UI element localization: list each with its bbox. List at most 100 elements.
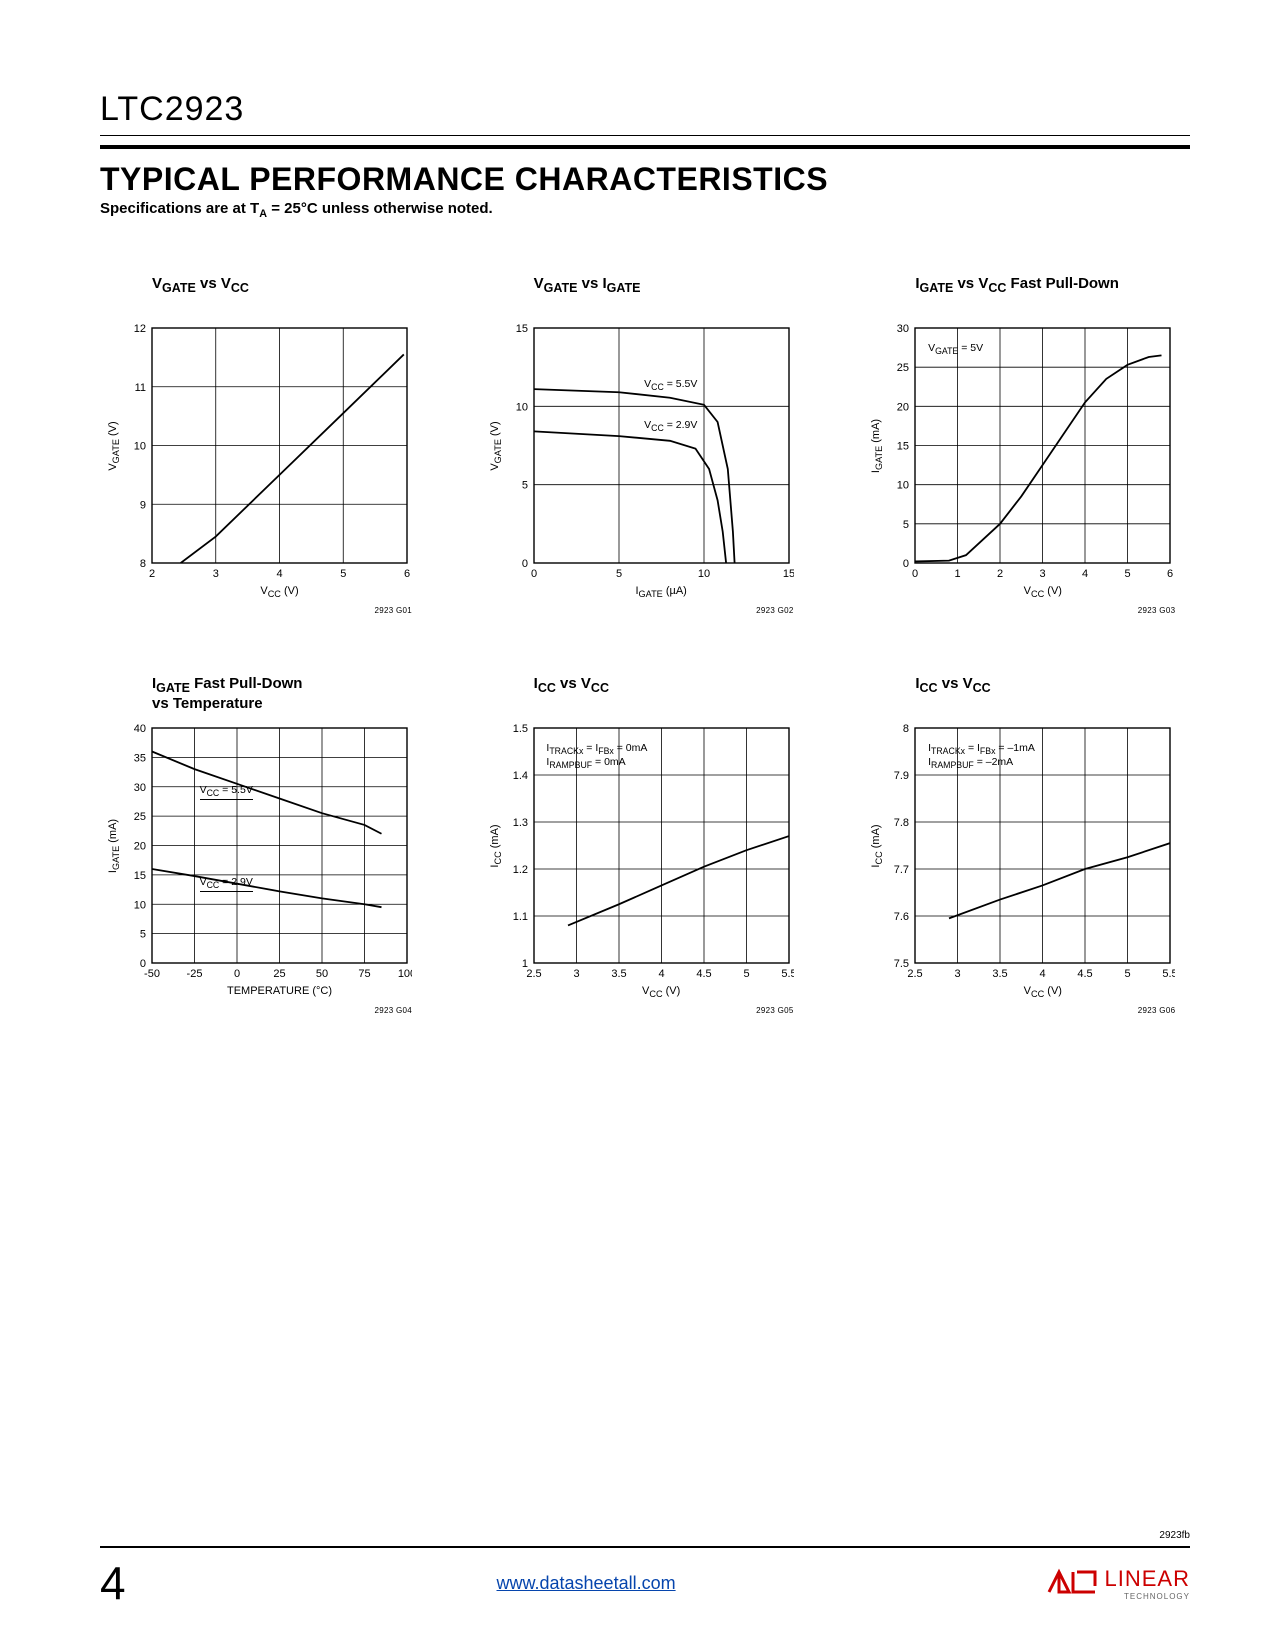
- chart-plot: -50-2502550751000510152025303540: [100, 723, 412, 1003]
- page-number: 4: [100, 1556, 126, 1610]
- footer-rule: [100, 1546, 1190, 1548]
- chart: IGATE Fast Pull-Downvs Temperature-50-25…: [100, 675, 427, 1015]
- svg-text:4.5: 4.5: [1078, 968, 1093, 980]
- chart-title: ICC vs VCC: [915, 675, 1190, 715]
- chart-series: [181, 354, 404, 563]
- svg-text:5: 5: [140, 929, 146, 941]
- svg-text:3.5: 3.5: [993, 968, 1008, 980]
- svg-text:15: 15: [515, 323, 527, 335]
- chart-annotation: VCC = 5.5V: [200, 784, 253, 800]
- svg-text:0: 0: [903, 558, 909, 570]
- chart-plot: 0123456051015202530: [863, 323, 1175, 603]
- svg-text:5: 5: [1125, 568, 1131, 580]
- svg-text:35: 35: [134, 752, 146, 764]
- svg-text:8: 8: [903, 723, 909, 735]
- svg-text:0: 0: [234, 968, 240, 980]
- chart: IGATE vs VCC Fast Pull-Down0123456051015…: [863, 275, 1190, 615]
- chart: VGATE vs IGATE051015051015VCC = 5.5VVCC …: [482, 275, 809, 615]
- spec-note: Specifications are at TA = 25°C unless o…: [100, 200, 1190, 220]
- chart-title: VGATE vs VCC: [152, 275, 427, 315]
- svg-text:5: 5: [1125, 968, 1131, 980]
- svg-text:3: 3: [213, 568, 219, 580]
- svg-text:11: 11: [135, 382, 146, 394]
- svg-text:7.8: 7.8: [894, 817, 909, 829]
- svg-text:25: 25: [897, 362, 909, 374]
- svg-text:2: 2: [997, 568, 1003, 580]
- svg-text:5: 5: [616, 568, 622, 580]
- svg-text:20: 20: [134, 841, 146, 853]
- chart-series: [915, 355, 1162, 561]
- svg-text:0: 0: [522, 558, 528, 570]
- svg-text:5.5: 5.5: [1163, 968, 1176, 980]
- chart-annotation: VCC = 2.9V: [200, 876, 253, 892]
- chart-series: [568, 836, 789, 925]
- svg-text:2: 2: [149, 568, 155, 580]
- svg-text:1: 1: [522, 958, 528, 970]
- svg-text:100: 100: [398, 968, 412, 980]
- svg-text:30: 30: [897, 323, 909, 335]
- chart: ICC vs VCC2.533.544.555.57.57.67.77.87.9…: [863, 675, 1190, 1015]
- chart-id: 2923 G03: [863, 606, 1175, 615]
- footer-link[interactable]: www.datasheetall.com: [497, 1573, 676, 1594]
- chart: ICC vs VCC2.533.544.555.511.11.21.31.41.…: [482, 675, 809, 1015]
- svg-text:1.1: 1.1: [512, 911, 527, 923]
- chart-annotation: VCC = 5.5V: [644, 378, 697, 392]
- chart-plot: 2345689101112: [100, 323, 412, 603]
- header-rule-thin: [100, 135, 1190, 136]
- svg-text:12: 12: [134, 323, 146, 335]
- svg-text:0: 0: [912, 568, 918, 580]
- svg-text:6: 6: [1167, 568, 1173, 580]
- svg-text:10: 10: [897, 480, 909, 492]
- svg-text:3.5: 3.5: [611, 968, 626, 980]
- chart-annotation: ITRACKx = IFBx = 0mAIRAMPBUF = 0mA: [546, 742, 647, 770]
- spec-note-suffix: = 25°C unless otherwise noted.: [267, 200, 493, 217]
- chart-annotation: VCC = 2.9V: [644, 419, 697, 433]
- chart-title: ICC vs VCC: [534, 675, 809, 715]
- svg-text:15: 15: [897, 441, 909, 453]
- svg-text:7.9: 7.9: [894, 770, 909, 782]
- svg-text:3: 3: [955, 968, 961, 980]
- svg-text:10: 10: [134, 441, 146, 453]
- svg-text:50: 50: [316, 968, 328, 980]
- svg-text:15: 15: [134, 870, 146, 882]
- chart-series: [152, 752, 382, 834]
- svg-text:1: 1: [955, 568, 961, 580]
- svg-text:2.5: 2.5: [526, 968, 541, 980]
- part-number: LTC2923: [100, 90, 1190, 129]
- svg-text:40: 40: [134, 723, 146, 735]
- chart-id: 2923 G06: [863, 1006, 1175, 1015]
- svg-text:10: 10: [134, 899, 146, 911]
- svg-text:4: 4: [276, 568, 282, 580]
- svg-text:5: 5: [903, 519, 909, 531]
- section-title: TYPICAL PERFORMANCE CHARACTERISTICS: [100, 161, 1190, 198]
- svg-text:1.4: 1.4: [512, 770, 527, 782]
- svg-text:1.3: 1.3: [512, 817, 527, 829]
- svg-text:-50: -50: [144, 968, 160, 980]
- page-footer: 2923fb 4 www.datasheetall.com LINEAR TEC…: [100, 1530, 1190, 1610]
- chart-series: [534, 389, 735, 563]
- svg-text:2.5: 2.5: [908, 968, 923, 980]
- chart-id: 2923 G01: [100, 606, 412, 615]
- svg-text:1.5: 1.5: [512, 723, 527, 735]
- charts-grid: VGATE vs VCC2345689101112VCC (V)VGATE (V…: [100, 275, 1190, 1015]
- svg-text:10: 10: [698, 568, 710, 580]
- chart-series: [534, 431, 726, 563]
- logo-text: LINEAR: [1105, 1566, 1190, 1592]
- chart-id: 2923 G04: [100, 1006, 412, 1015]
- header-rule-thick: [100, 145, 1190, 149]
- svg-text:5: 5: [743, 968, 749, 980]
- chart-id: 2923 G02: [482, 606, 794, 615]
- svg-text:30: 30: [134, 782, 146, 794]
- spec-note-prefix: Specifications are at T: [100, 200, 259, 217]
- svg-text:4: 4: [1082, 568, 1088, 580]
- svg-text:0: 0: [140, 958, 146, 970]
- doc-code: 2923fb: [100, 1530, 1190, 1541]
- svg-text:7.5: 7.5: [894, 958, 909, 970]
- chart-id: 2923 G05: [482, 1006, 794, 1015]
- svg-text:5: 5: [340, 568, 346, 580]
- svg-text:4.5: 4.5: [696, 968, 711, 980]
- svg-text:5.5: 5.5: [781, 968, 794, 980]
- svg-text:5: 5: [522, 480, 528, 492]
- svg-text:25: 25: [134, 811, 146, 823]
- svg-text:7.7: 7.7: [894, 864, 909, 876]
